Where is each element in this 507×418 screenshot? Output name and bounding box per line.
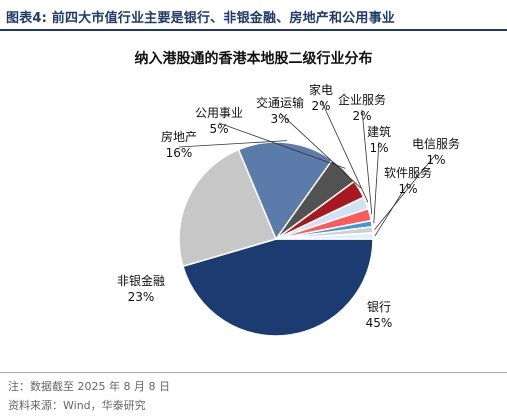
slice-name-label-1: 非银金融 (117, 273, 165, 288)
slice-value-label-5: 2% (311, 99, 330, 113)
slice-name-label-5: 家电 (309, 82, 333, 97)
leader-line-6 (361, 109, 373, 215)
slice-name-label-4: 交通运输 (256, 95, 304, 110)
leader-line-8 (374, 153, 437, 230)
slice-value-label-0: 45% (366, 316, 393, 330)
slice-value-label-3: 5% (209, 122, 228, 136)
slice-name-label-8: 电信服务 (412, 136, 460, 151)
slice-value-label-6: 2% (352, 109, 371, 123)
pie-slice-9 (275, 232, 374, 240)
header-divider (0, 29, 507, 31)
footnote: 注：数据截至 2025 年 8 月 8 日 (8, 380, 170, 393)
leader-line-7 (373, 141, 380, 224)
leader-line-9 (374, 182, 409, 237)
slice-value-label-4: 3% (270, 112, 289, 126)
slice-name-label-2: 房地产 (161, 129, 197, 144)
leader-line-5 (320, 99, 369, 203)
slice-value-label-8: 1% (426, 153, 445, 167)
figure-header: 图表4: 前四大市值行业主要是银行、非银金融、房地产和公用事业 (0, 0, 507, 31)
slice-value-label-7: 1% (369, 141, 388, 155)
leader-line-3 (218, 122, 346, 169)
slice-name-label-0: 银行 (367, 300, 391, 314)
figure-title: 图表4: 前四大市值行业主要是银行、非银金融、房地产和公用事业 (6, 11, 395, 26)
source-note: 资料来源：Wind，华泰研究 (8, 399, 146, 412)
slice-name-label-9: 软件服务 (384, 165, 432, 180)
slice-name-label-3: 公用事业 (195, 106, 243, 120)
leader-line-4 (279, 112, 362, 189)
slice-name-label-6: 企业服务 (338, 92, 386, 107)
leader-line-2 (178, 140, 288, 148)
pie-slice-1 (178, 148, 278, 268)
pie-slice-0 (181, 238, 374, 337)
slice-value-label-2: 16% (166, 146, 193, 160)
chart-title: 纳入港股通的香港本地股二级行业分布 (134, 51, 373, 67)
slice-value-label-1: 23% (128, 290, 155, 304)
footer-divider (0, 372, 507, 373)
slice-value-label-9: 1% (398, 182, 417, 196)
slice-name-label-7: 建筑 (367, 124, 391, 139)
